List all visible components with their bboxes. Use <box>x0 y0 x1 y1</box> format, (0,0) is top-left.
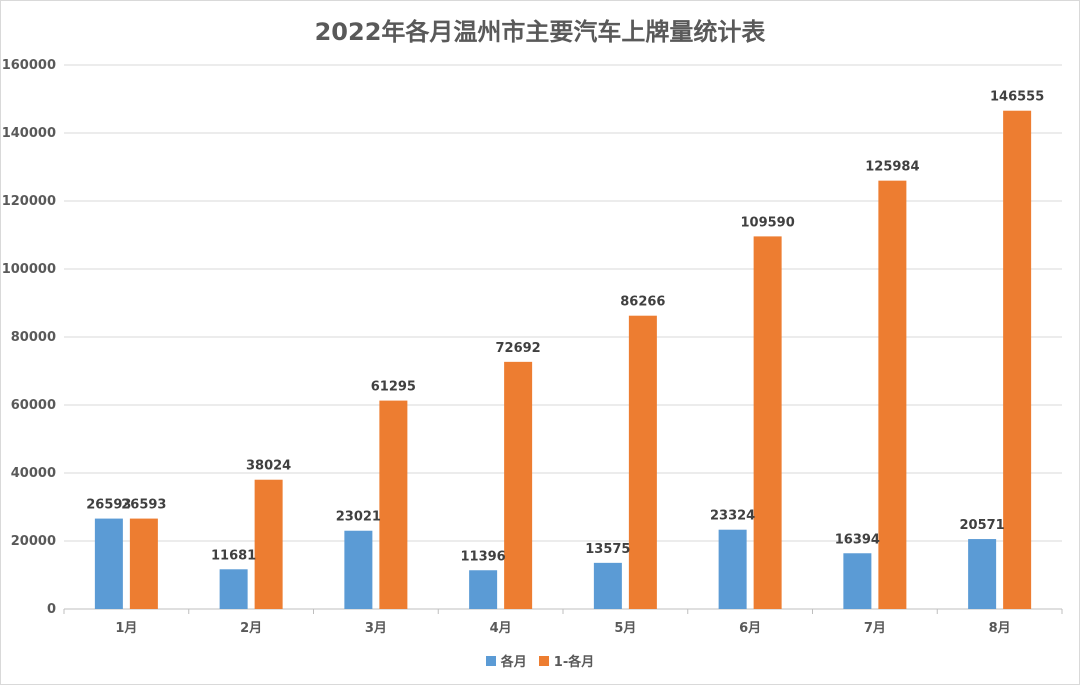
bar-monthly <box>219 569 248 609</box>
x-tick-label: 3月 <box>365 621 387 636</box>
bar-monthly <box>94 518 123 609</box>
bar-cumulative <box>753 236 782 610</box>
bar-cumulative <box>504 361 533 609</box>
data-label: 125984 <box>865 160 919 175</box>
x-tick-label: 8月 <box>989 621 1011 636</box>
y-tick-label: 0 <box>47 602 56 617</box>
data-label: 26593 <box>121 498 166 513</box>
y-tick-label: 20000 <box>11 534 56 549</box>
x-tick-label: 4月 <box>490 621 512 636</box>
data-label: 146555 <box>990 90 1044 105</box>
data-label: 20571 <box>960 518 1005 533</box>
bar-cumulative <box>254 479 283 609</box>
data-label: 11396 <box>461 549 506 564</box>
legend-swatch <box>485 655 496 666</box>
x-tick-label: 2月 <box>240 621 262 636</box>
y-tick-label: 160000 <box>2 58 56 73</box>
y-tick-label: 40000 <box>11 466 56 481</box>
bar-cumulative <box>129 518 158 609</box>
bar-monthly <box>843 553 872 609</box>
bar-monthly <box>344 530 373 609</box>
data-label: 38024 <box>246 459 291 474</box>
bar-cumulative <box>1003 110 1032 609</box>
data-label: 16394 <box>835 532 880 547</box>
bar-cumulative <box>379 400 408 609</box>
legend-label: 各月 <box>500 655 527 670</box>
x-tick-label: 1月 <box>115 621 137 636</box>
x-tick-label: 5月 <box>614 621 636 636</box>
y-tick-label: 80000 <box>11 330 56 345</box>
x-tick-label: 6月 <box>739 621 761 636</box>
bar-cumulative <box>628 315 657 609</box>
axes <box>63 608 1063 614</box>
y-tick-label: 120000 <box>2 194 56 209</box>
data-label: 23324 <box>710 509 755 524</box>
data-label: 72692 <box>496 341 541 356</box>
y-tick-label: 140000 <box>2 126 56 141</box>
data-label: 11681 <box>211 548 256 563</box>
data-label: 61295 <box>371 380 416 395</box>
legend-label: 1-各月 <box>553 655 595 670</box>
y-tick-labels: 0 20000 40000 60000 80000 100000 120000 140000 1… <box>2 58 56 617</box>
x-tick-labels: 1月 2月 3月 4月 5月 6月 7月 8月 <box>115 621 1010 636</box>
bar-monthly <box>593 562 622 609</box>
bar-monthly <box>968 539 997 609</box>
legend-swatch <box>538 655 549 666</box>
legend-item-series-0: 各月 <box>485 651 527 670</box>
data-label: 86266 <box>620 295 665 310</box>
y-tick-label: 60000 <box>11 398 56 413</box>
legend-item-series-1: 1-各月 <box>538 651 595 670</box>
bar-cumulative <box>878 180 907 609</box>
data-label: 13575 <box>585 542 630 557</box>
chart-title: 2022年各月温州市主要汽车上牌量统计表 <box>314 18 766 46</box>
x-tick-label: 7月 <box>864 621 886 636</box>
bar-monthly <box>718 529 747 609</box>
grid-lines <box>64 64 1062 542</box>
y-tick-label: 100000 <box>2 262 56 277</box>
data-label: 26593 <box>86 498 131 513</box>
bars <box>94 110 1032 610</box>
legend: 各月 1-各月 <box>0 651 1080 670</box>
bar-monthly <box>469 570 498 609</box>
data-label: 23021 <box>336 510 381 525</box>
data-label: 109590 <box>740 215 794 230</box>
